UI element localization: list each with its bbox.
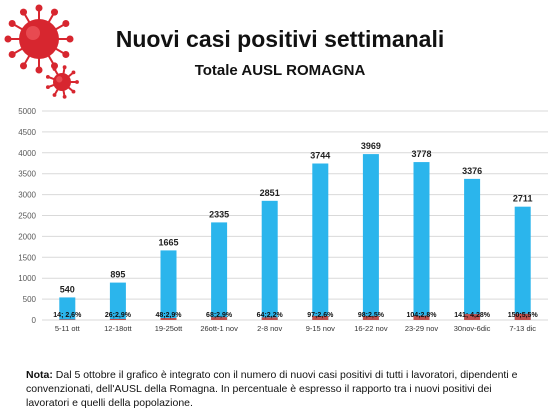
bar-value-label: 3778 xyxy=(411,149,431,159)
bar-value-label: 2851 xyxy=(260,188,280,198)
bar-total xyxy=(160,250,177,320)
bar-total xyxy=(109,282,126,320)
x-tick-label: 16-22 nov xyxy=(354,324,388,333)
bar-workers xyxy=(464,314,481,320)
bar-workers xyxy=(362,315,379,320)
bar-total xyxy=(211,222,228,320)
bar-value-label: 1665 xyxy=(158,237,178,247)
y-tick-label: 1000 xyxy=(18,274,36,283)
y-tick-label: 2000 xyxy=(18,232,36,241)
y-tick-label: 500 xyxy=(23,295,37,304)
bar-workers xyxy=(312,315,329,320)
worker-value-label: 104;2,8% xyxy=(407,312,438,319)
y-tick-label: 2500 xyxy=(18,212,36,221)
bar-workers xyxy=(261,317,278,320)
bar-chart: 0 500 1000 1500 2000 2500 3000 3500 4000 4500 5000… xyxy=(18,107,548,333)
footnote-label: Nota: xyxy=(26,369,53,381)
y-tick-label: 5000 xyxy=(18,107,36,116)
bar-value-label: 2711 xyxy=(513,194,533,204)
virus-icon xyxy=(45,65,79,99)
worker-value-label: 48;2,9% xyxy=(155,312,182,319)
bar-total xyxy=(362,154,379,320)
x-tick-label: 12-18ott xyxy=(104,324,132,333)
worker-value-label: 97;2,6% xyxy=(307,312,334,319)
bar-workers xyxy=(514,313,531,320)
bar-workers xyxy=(211,317,228,320)
worker-value-label: 64;2,2% xyxy=(257,312,284,319)
bar-workers xyxy=(160,317,177,320)
bar-total xyxy=(413,162,430,320)
x-tick-label: 19-25ott xyxy=(155,324,183,333)
worker-value-label: 150;5,5% xyxy=(508,312,539,319)
bar-value-label: 3969 xyxy=(361,141,381,151)
x-tick-label: 23-29 nov xyxy=(405,324,439,333)
bar-workers xyxy=(413,315,430,320)
y-tick-label: 1500 xyxy=(18,253,36,262)
bar-total xyxy=(312,163,329,320)
y-tick-label: 3500 xyxy=(18,170,36,179)
worker-value-label: 98;2,5% xyxy=(358,312,385,319)
x-tick-label: 26ott-1 nov xyxy=(200,324,238,333)
worker-value-label: 14; 2,6% xyxy=(53,312,82,319)
x-tick-label: 7-13 dic xyxy=(509,324,536,333)
x-tick-label: 2-8 nov xyxy=(257,324,282,333)
y-tick-label: 4500 xyxy=(18,128,36,137)
x-tick-label: 9-15 nov xyxy=(306,324,335,333)
bar-total xyxy=(464,178,481,320)
bar-value-label: 540 xyxy=(60,284,75,294)
bar-total xyxy=(514,206,531,320)
footnote-text: Dal 5 ottobre il grafico è integrato con… xyxy=(26,369,518,409)
bar-value-label: 895 xyxy=(110,270,125,280)
page-subtitle: Totale AUSL ROMAGNA xyxy=(194,62,366,79)
worker-value-label: 141; 4,28% xyxy=(454,312,491,319)
bar-total xyxy=(59,297,76,320)
page-title: Nuovi casi positivi settimanali xyxy=(115,26,445,52)
bar-total xyxy=(261,200,278,320)
x-tick-label: 30nov-6dic xyxy=(454,324,491,333)
bar-value-label: 3376 xyxy=(462,166,482,176)
bar-value-label: 2335 xyxy=(209,209,229,219)
bar-workers xyxy=(109,318,126,320)
y-tick-label: 3000 xyxy=(18,191,36,200)
footnote: Nota: Dal 5 ottobre il grafico è integra… xyxy=(26,368,536,410)
worker-value-label: 26;2,9% xyxy=(105,312,132,319)
worker-value-label: 68;2,9% xyxy=(206,312,233,319)
bar-value-label: 3744 xyxy=(310,151,330,161)
y-tick-label: 0 xyxy=(32,316,37,325)
y-tick-label: 4000 xyxy=(18,149,36,158)
virus-icon xyxy=(4,4,74,74)
bar-workers xyxy=(59,319,76,320)
x-tick-label: 5-11 ott xyxy=(55,324,81,333)
